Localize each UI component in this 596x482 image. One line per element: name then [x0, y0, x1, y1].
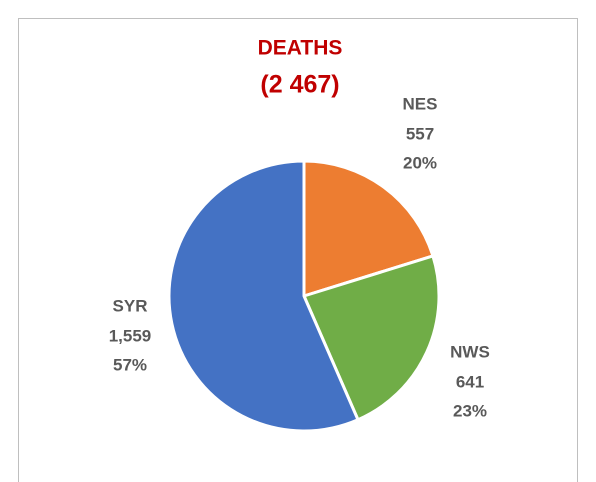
pie-slice [302, 254, 441, 422]
slice-label-percent: 20% [403, 153, 437, 172]
chart-subtitle: (2 467) [260, 71, 339, 99]
slice-label-value: 557 [406, 124, 434, 143]
chart-border [18, 18, 578, 482]
slice-label-value: 641 [456, 372, 484, 391]
slice-label-name: NES [403, 94, 438, 113]
pie-slice [167, 159, 360, 433]
pie-slice [302, 159, 435, 298]
slice-label-percent: 23% [453, 401, 487, 420]
slice-label-percent: 57% [113, 355, 147, 374]
slice-label-name: NWS [450, 342, 490, 361]
slice-label-name: SYR [113, 296, 148, 315]
slice-label-value: 1,559 [109, 326, 152, 345]
chart-title: DEATHS [258, 37, 343, 60]
